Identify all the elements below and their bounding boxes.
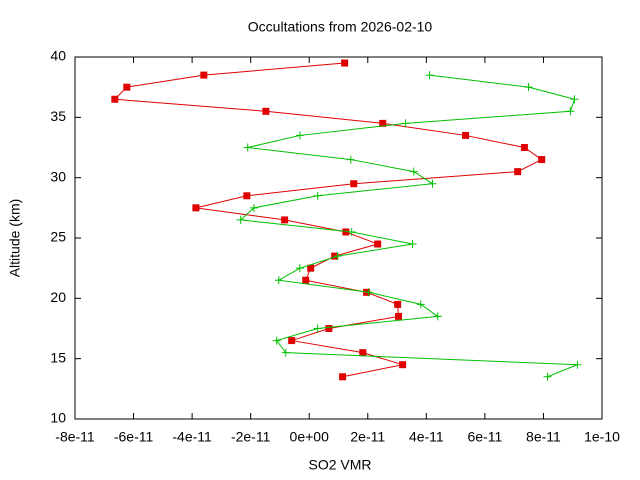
point [307,264,315,272]
point [281,216,289,224]
point [249,203,258,212]
y-tick-label: 10 [50,410,66,426]
point [394,300,402,308]
point [347,227,356,236]
series-line [239,74,578,378]
point [374,240,382,248]
point [346,155,355,164]
chart-title: Occultations from 2026-02-10 [248,19,433,35]
point [295,131,304,140]
point [236,215,245,224]
x-tick-label: 0e+00 [290,429,330,445]
point [295,264,304,273]
point [524,83,533,92]
point [409,167,418,176]
point [401,119,410,128]
point [520,144,528,151]
point [200,71,208,79]
x-tick-label: 1e-10 [584,429,620,445]
y-tick-label: 20 [50,289,66,305]
y-tick-label: 25 [50,229,66,245]
point [313,324,322,333]
x-tick-label: -2e-11 [231,429,271,445]
y-tick-label: 30 [50,168,66,184]
point [111,95,119,103]
point [428,179,437,188]
x-axis-label: SO2 VMR [308,457,371,473]
point [364,288,373,297]
y-tick-label: 35 [50,108,66,124]
x-tick-label: 8e-11 [526,429,561,445]
point [243,143,252,152]
point [302,276,310,284]
x-tick-label: 2e-11 [350,429,385,445]
point [342,228,350,236]
point [281,348,290,357]
point [339,373,347,381]
point [433,312,442,321]
point [123,83,131,91]
x-tick-label: -8e-11 [55,429,95,445]
point [325,325,333,332]
point [243,192,251,200]
point [462,131,470,139]
point [566,107,575,116]
point [359,349,367,357]
point [395,312,403,320]
point [416,300,425,309]
point [570,95,579,104]
y-axis-label: Altitude (km) [7,199,23,278]
x-tick-label: 4e-11 [409,429,444,445]
point [192,204,200,212]
point [399,361,407,369]
point [425,71,434,80]
point [543,372,552,381]
point [288,337,296,345]
point [514,168,522,176]
point [313,191,322,200]
point [350,180,358,188]
x-tick-label: -6e-11 [114,429,154,445]
point [333,252,342,261]
y-tick-label: 40 [50,48,66,64]
point [262,107,270,115]
point [379,119,387,127]
x-tick-label: -4e-11 [172,429,212,445]
point [408,240,417,249]
point [272,336,281,345]
y-tick-label: 15 [50,349,66,365]
point [341,59,349,67]
x-tick-label: 6e-11 [467,429,502,445]
point [573,360,582,369]
point [274,276,283,285]
point [538,156,546,164]
